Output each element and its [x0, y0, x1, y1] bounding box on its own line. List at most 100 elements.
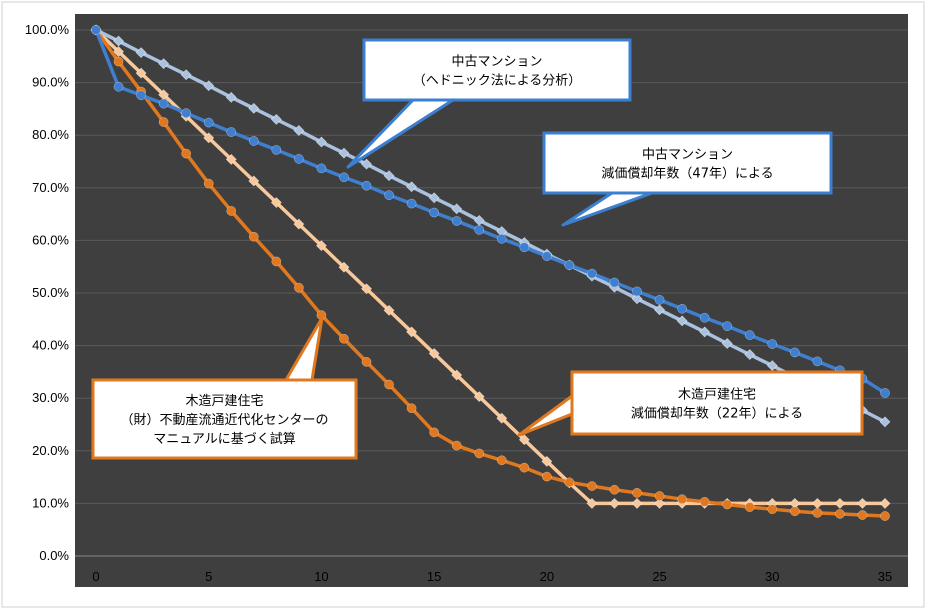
data-point [293, 125, 305, 136]
data-point [113, 46, 124, 57]
y-tick-label: 90.0% [32, 75, 69, 90]
data-point [203, 178, 214, 189]
data-point [879, 497, 891, 509]
y-tick-label: 20.0% [32, 443, 69, 458]
data-point [789, 506, 800, 517]
data-point [676, 315, 688, 327]
data-point [294, 282, 304, 293]
data-point [451, 203, 463, 215]
data-point [789, 347, 800, 358]
data-point [496, 412, 508, 424]
series-orange [91, 25, 890, 521]
data-point [91, 25, 101, 35]
y-tick-label: 80.0% [32, 127, 69, 142]
data-point [383, 304, 395, 316]
data-point [541, 455, 553, 467]
series-line [95, 28, 886, 424]
data-point [744, 349, 756, 360]
data-point [338, 261, 350, 273]
data-point [248, 136, 259, 146]
x-axis-tick-labels: 0 5 10 15 20 25 30 35 [92, 569, 892, 584]
callout-text-line: 減価償却年数（22年）による [631, 406, 803, 422]
data-point [857, 510, 868, 520]
x-tick-label: 30 [765, 569, 779, 584]
data-point [248, 175, 260, 187]
plot-area [75, 14, 908, 587]
x-tick-label: 10 [314, 569, 328, 584]
y-axis-tick-labels: 0.0% 10.0% 20.0% 30.0% 40.0% 50.0% 60.0% 70.0% 8… [25, 22, 70, 563]
data-point [225, 153, 237, 165]
data-point [316, 163, 327, 174]
data-point [158, 98, 169, 109]
data-point [654, 304, 665, 316]
data-point [699, 326, 711, 338]
data-point [609, 497, 620, 509]
data-point [451, 440, 462, 451]
data-point [383, 170, 395, 182]
callout-text-line: 中古マンション [642, 148, 733, 163]
callout-text-line: （財）不動産流通近代化センターの [120, 412, 328, 428]
callout-text-line: （ヘドニック法による分析） [413, 74, 582, 89]
data-point [519, 242, 530, 253]
x-tick-label: 0 [92, 569, 99, 584]
data-point [744, 330, 755, 340]
data-point [857, 497, 868, 509]
data-point [699, 312, 710, 323]
y-tick-label: 40.0% [32, 338, 69, 353]
data-point [722, 321, 733, 331]
callout-box [542, 131, 833, 195]
data-point [542, 251, 552, 262]
data-point [429, 427, 439, 438]
data-point [721, 338, 733, 349]
data-point [203, 117, 214, 128]
data-point [294, 154, 304, 164]
callout-text-line: 木造戸建住宅 [185, 394, 263, 409]
data-point [654, 294, 665, 305]
data-point [654, 491, 665, 501]
data-point [812, 508, 823, 518]
data-point [135, 67, 147, 79]
data-point [587, 268, 597, 279]
data-point [271, 145, 282, 155]
data-point [519, 462, 530, 473]
data-point [225, 91, 237, 103]
callout-text-line: 中古マンション [451, 55, 542, 70]
x-tick-label: 15 [427, 569, 441, 584]
data-point [226, 127, 237, 137]
data-point [316, 136, 327, 148]
callout-text-line: 木造戸建住宅 [678, 388, 756, 403]
data-point [180, 69, 192, 81]
data-point [361, 283, 372, 295]
data-point [113, 56, 124, 67]
y-tick-label: 70.0% [32, 180, 69, 195]
data-point [744, 502, 755, 512]
callout-box [91, 378, 358, 460]
data-point [384, 190, 394, 201]
data-point [654, 497, 665, 509]
data-point [542, 471, 552, 482]
data-point [835, 509, 845, 519]
data-point [428, 348, 440, 359]
data-point [496, 233, 507, 244]
data-point [248, 231, 259, 242]
data-point [609, 277, 620, 288]
callout-box [570, 370, 864, 436]
data-point [181, 108, 192, 118]
data-point [880, 388, 890, 398]
data-point [406, 181, 418, 193]
data-point [767, 504, 778, 515]
data-point [428, 192, 440, 204]
data-point [631, 293, 643, 305]
y-tick-label: 30.0% [32, 390, 69, 405]
data-point [699, 496, 710, 507]
data-point [587, 481, 597, 491]
callout-box [362, 38, 632, 102]
data-point [181, 148, 192, 159]
data-point [270, 197, 282, 208]
data-point [880, 511, 890, 521]
data-point [564, 260, 575, 270]
data-point [158, 117, 169, 127]
